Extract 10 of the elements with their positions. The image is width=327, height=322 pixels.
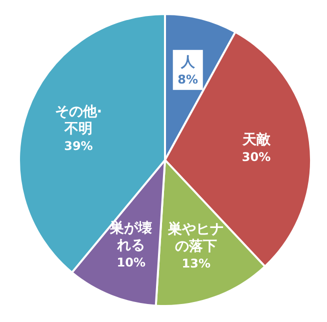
data-label: 13%: [182, 256, 211, 271]
data-label: 30%: [242, 150, 271, 164]
data-label: 10%: [116, 256, 146, 270]
data-label: 39%: [64, 138, 93, 153]
data-label: 8%: [178, 72, 198, 86]
slice-label: 人: [180, 54, 196, 70]
slice-label: 巣やヒナの落下: [167, 220, 224, 255]
slice-label: 天敵: [241, 132, 272, 148]
slice-label: 巣が壊れる: [109, 220, 152, 254]
slice-label: その他·不明: [54, 104, 102, 137]
